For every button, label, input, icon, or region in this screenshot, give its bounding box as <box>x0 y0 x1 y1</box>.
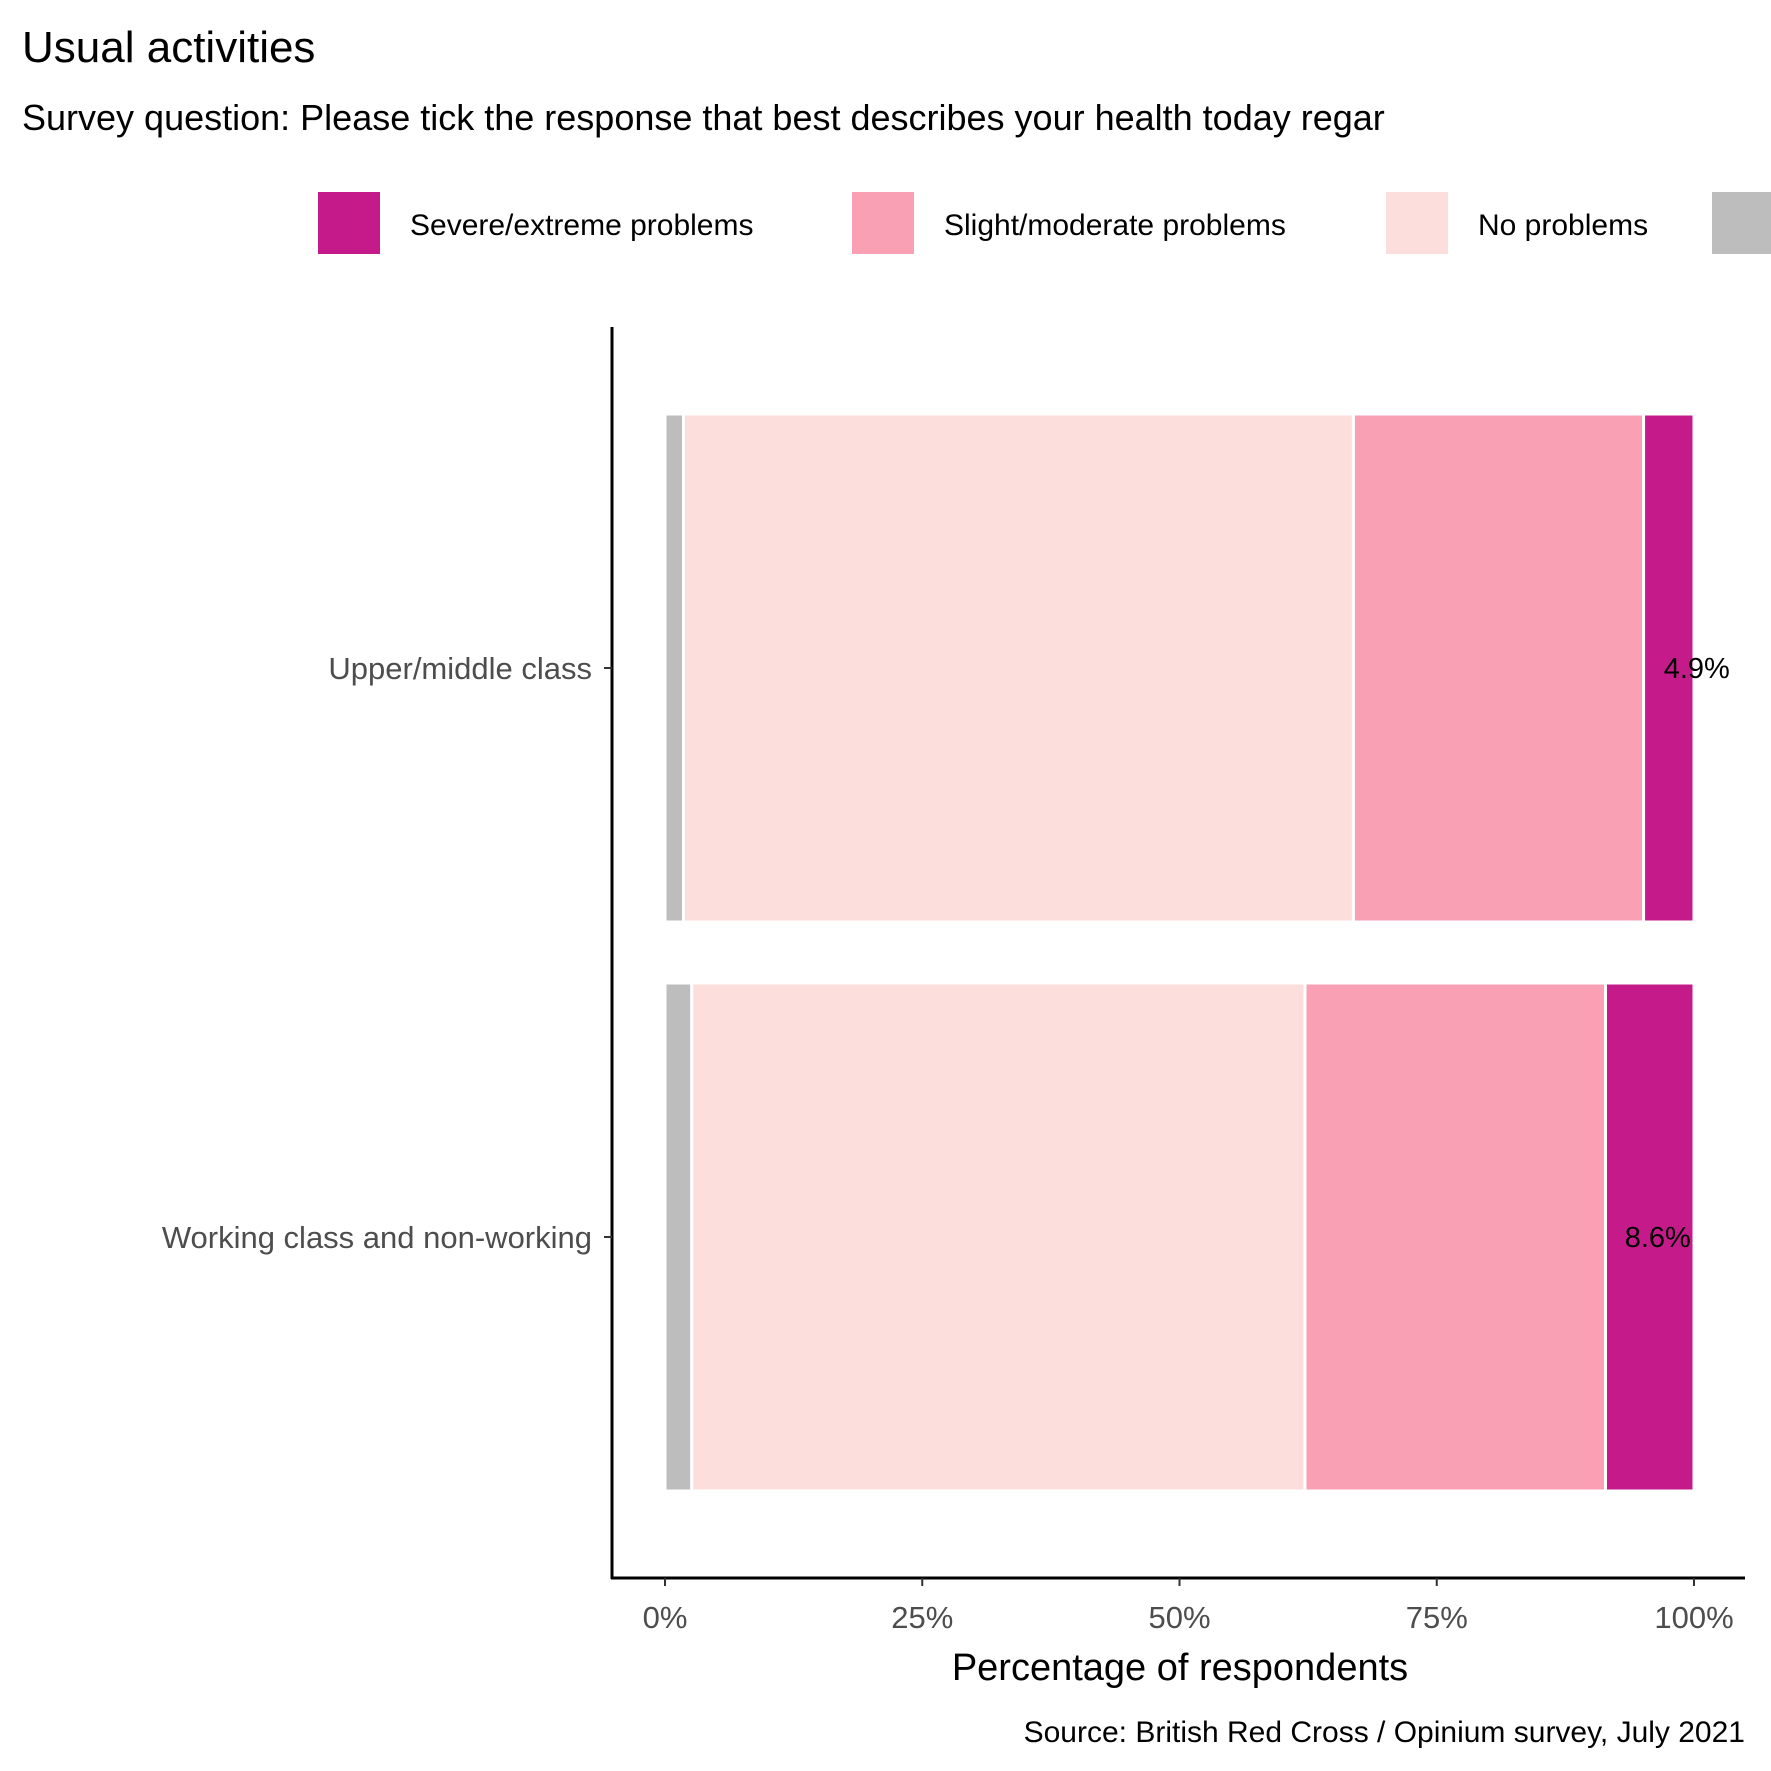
chart-caption: Source: British Red Cross / Opinium surv… <box>1024 1716 1745 1749</box>
bar-segment-1-3 <box>1604 981 1696 1493</box>
category-label-1: Working class and non-working <box>162 1220 592 1255</box>
x-tick-label-3: 75% <box>1406 1600 1468 1635</box>
legend-swatch-1 <box>852 192 914 254</box>
category-label-0: Upper/middle class <box>328 651 592 686</box>
legend-label-1: Slight/moderate problems <box>944 209 1286 242</box>
bar-segment-0-2 <box>1351 412 1646 924</box>
data-label-1: 8.6% <box>1625 1222 1691 1254</box>
chart-title: Usual activities <box>22 23 315 72</box>
data-labels: 4.9% 8.6% <box>1625 653 1730 1254</box>
x-tick-label-2: 50% <box>1148 1600 1210 1635</box>
axes: Upper/middle class Working class and non-… <box>162 327 1745 1635</box>
legend-swatch-0 <box>318 192 380 254</box>
data-label-0: 4.9% <box>1664 653 1730 685</box>
bar-segment-0-1 <box>682 412 1355 924</box>
x-tick-label-4: 100% <box>1654 1600 1733 1635</box>
legend-label-2: No problems <box>1478 209 1648 242</box>
legend-label-0: Severe/extreme problems <box>410 209 753 242</box>
bar-segment-0-0 <box>663 412 686 924</box>
x-tick-label-1: 25% <box>891 1600 953 1635</box>
bar-segment-0-3 <box>1642 412 1696 924</box>
bar-segment-1-2 <box>1303 981 1608 1493</box>
chart-subtitle: Survey question: Please tick the respons… <box>22 97 1385 138</box>
legend-swatch-3 <box>1712 192 1771 254</box>
x-tick-label-0: 0% <box>643 1600 688 1635</box>
bar-segment-1-1 <box>690 981 1307 1493</box>
legend-swatch-2 <box>1386 192 1448 254</box>
legend: Severe/extreme problems Slight/moderate p… <box>318 192 1771 254</box>
bar-segment-1-0 <box>663 981 694 1493</box>
x-axis-title: Percentage of respondents <box>952 1647 1408 1689</box>
bars <box>663 412 1696 1493</box>
